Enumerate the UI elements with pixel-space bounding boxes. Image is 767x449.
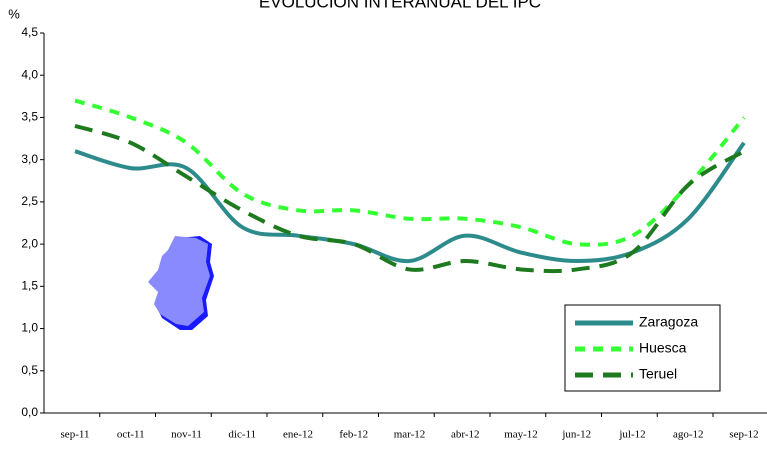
x-tick-label: oct-11: [117, 429, 145, 441]
x-tick-label: dic-11: [228, 429, 256, 441]
x-tick-label: nov-11: [171, 429, 202, 441]
x-tick-label: ene-12: [283, 429, 313, 441]
y-tick-label: 2,5: [21, 194, 38, 208]
y-tick-label: 4,0: [21, 67, 38, 81]
x-tick-label: abr-12: [451, 429, 480, 441]
x-tick-label: feb-12: [339, 429, 368, 441]
x-tick-label: may-12: [504, 429, 538, 441]
y-tick-label: 4,5: [21, 25, 38, 39]
x-tick-label: sep-12: [729, 429, 758, 441]
legend-label: Teruel: [639, 366, 677, 382]
legend-label: Zaragoza: [639, 314, 698, 330]
y-tick-label: 3,5: [21, 110, 38, 124]
x-tick-label: jun-12: [561, 429, 591, 441]
y-tick-label: 1,0: [21, 321, 38, 335]
map-icon: [148, 236, 214, 330]
x-tick-label: jul-12: [618, 429, 645, 441]
y-tick-label: 0,0: [21, 405, 38, 419]
y-tick-label: 0,5: [21, 363, 38, 377]
line-series: [74, 141, 746, 264]
y-tick-label: 2,0: [21, 236, 38, 250]
legend-label: Huesca: [639, 340, 687, 356]
line-series: [74, 123, 746, 274]
y-tick-label: 1,5: [21, 279, 38, 293]
chart-title: EVOLUCIÓN INTERANUAL DEL IPC: [259, 0, 541, 11]
x-tick-label: sep-11: [61, 429, 90, 441]
x-tick-label: mar-12: [394, 429, 426, 441]
line-series: [74, 98, 746, 247]
y-tick-label: 3,0: [21, 152, 38, 166]
y-axis-label: %: [8, 6, 20, 21]
x-tick-label: ago-12: [673, 429, 704, 441]
